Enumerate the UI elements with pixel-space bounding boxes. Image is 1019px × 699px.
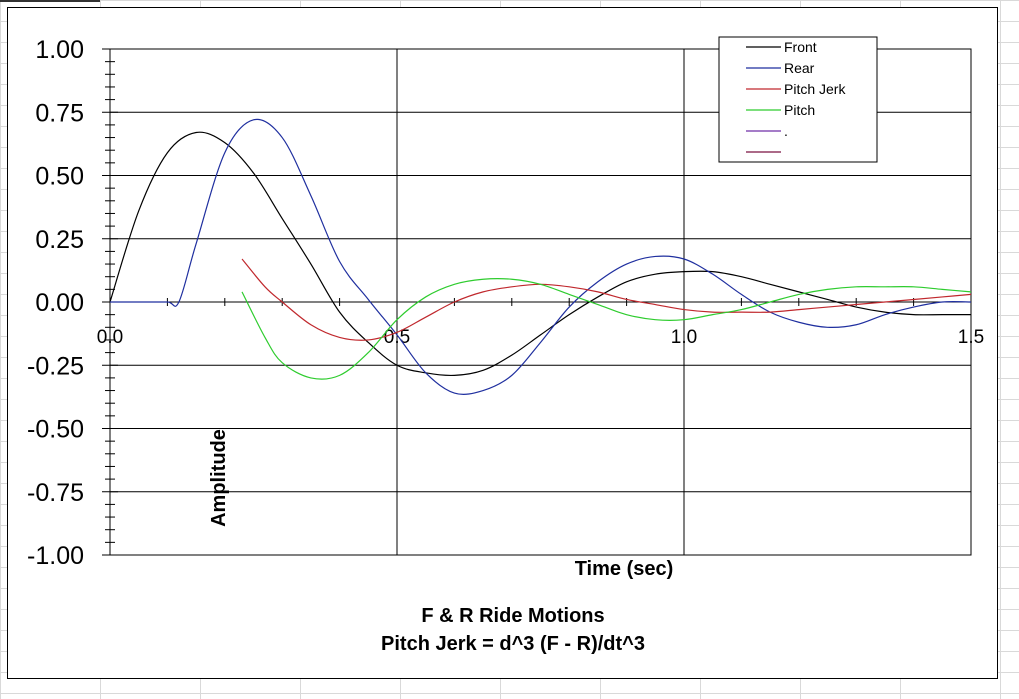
y-tick-label: 0.75 <box>35 99 84 127</box>
series-lines <box>109 118 972 395</box>
series-line-pitch-jerk <box>241 258 972 341</box>
y-tick-label: 0.50 <box>35 163 84 191</box>
y-tick-label: 0.25 <box>35 226 84 254</box>
y-tick-label: -1.00 <box>27 542 84 570</box>
y-tick-label: -0.50 <box>27 416 84 444</box>
y-tick-label: -0.25 <box>27 352 84 380</box>
x-tick-label: 1.5 <box>958 327 984 348</box>
chart-title: F & R Ride Motions <box>421 605 604 627</box>
y-tick-label: 1.00 <box>35 36 84 64</box>
series-line-pitch <box>241 277 972 380</box>
x-tick-label: 0.5 <box>384 327 410 348</box>
legend[interactable]: Front Rear Pitch Jerk Pitch. <box>718 36 878 163</box>
y-tick-label: -0.75 <box>27 479 84 507</box>
x-tick-label: 1.0 <box>671 327 697 348</box>
series-line-rear <box>110 118 972 395</box>
legend-label: Front <box>784 39 817 55</box>
chart-subtitle: Pitch Jerk = d^3 (F - R)/dt^3 <box>381 633 645 655</box>
legend-label: Pitch <box>784 102 815 118</box>
x-tick-label: 0.0 <box>97 327 123 348</box>
tick-labels: 1.00 0.75 0.50 0.25 0.00 -0.25 -0.50 -0.75 -1.00… <box>27 36 984 570</box>
y-axis-title: Amplitude <box>208 429 230 527</box>
legend-label: Pitch Jerk <box>784 81 846 97</box>
legend-label: . <box>784 123 788 139</box>
y-tick-label: 0.00 <box>35 289 84 317</box>
x-axis-title: Time (sec) <box>575 558 674 580</box>
sheet-edge <box>0 0 100 8</box>
legend-box <box>718 36 878 163</box>
series-line-front <box>109 131 971 377</box>
legend-label: Rear <box>784 60 815 76</box>
